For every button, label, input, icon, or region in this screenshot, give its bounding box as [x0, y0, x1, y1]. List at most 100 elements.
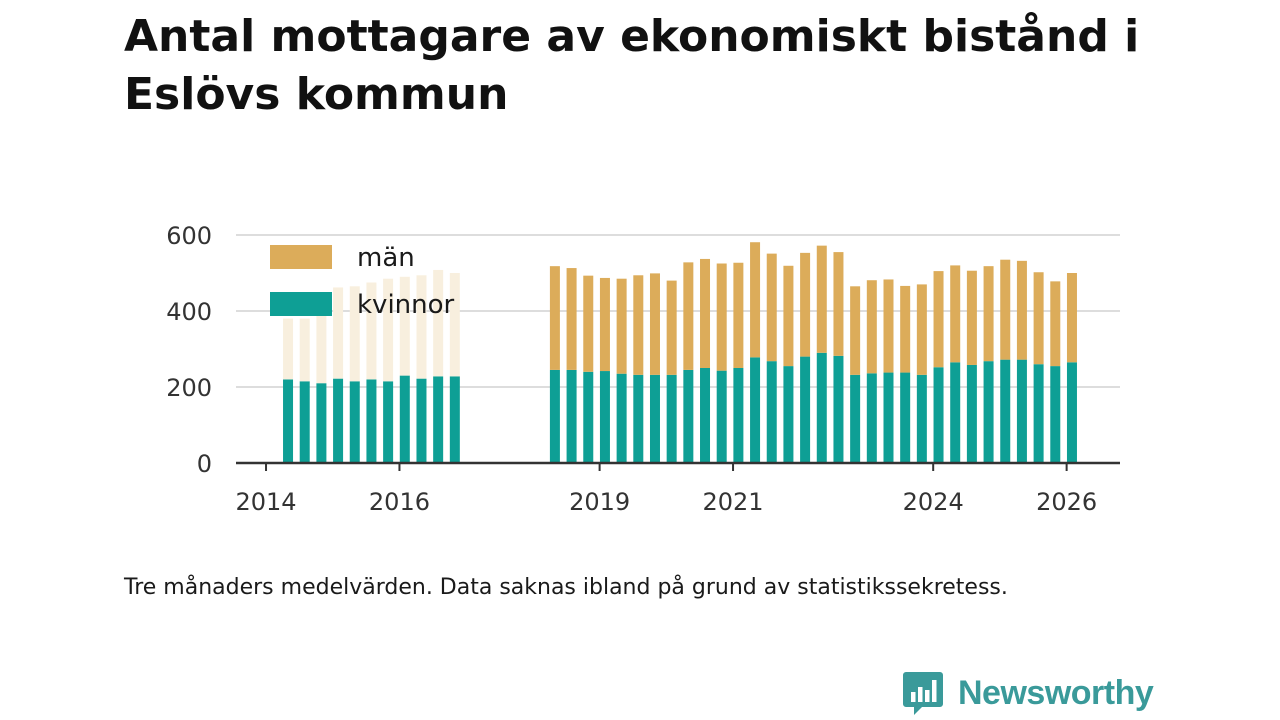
bar-kvinnor [316, 383, 327, 463]
bar-man [1016, 260, 1027, 360]
bar-man [1000, 259, 1011, 360]
bar-man [599, 277, 610, 372]
bar-man [349, 286, 360, 382]
x-tick-label: 2021 [703, 488, 764, 516]
bar-man [666, 280, 677, 375]
bar-kvinnor [649, 374, 660, 463]
y-tick-label: 0 [197, 450, 212, 478]
bar-man [583, 275, 594, 372]
bar-kvinnor [683, 369, 694, 463]
bar-kvinnor [349, 381, 360, 463]
bar-kvinnor [866, 373, 877, 463]
bar-man [950, 265, 961, 363]
bar-chart: 0 200 400 600 2014 2016 2019 2021 2024 2026 män kv… [166, 222, 1120, 516]
bar-kvinnor [599, 371, 610, 463]
bar-kvinnor [916, 374, 927, 463]
bar-man [633, 275, 644, 375]
bar-man [433, 269, 444, 377]
x-tick-label: 2016 [369, 488, 430, 516]
bar-kvinnor [1066, 362, 1077, 463]
bar-kvinnor [1033, 364, 1044, 463]
brand-name: Newsworthy [958, 673, 1154, 712]
bar-kvinnor [966, 364, 977, 463]
bar-man [316, 297, 327, 384]
bar-man [383, 278, 394, 382]
bar-kvinnor [416, 378, 427, 463]
legend: män kvinnor [270, 243, 455, 320]
bar-kvinnor [583, 371, 594, 463]
bar-kvinnor [333, 378, 344, 463]
y-tick-label: 600 [166, 222, 212, 250]
bar-kvinnor [766, 361, 777, 463]
bar-kvinnor [449, 376, 460, 463]
chart-caption: Tre månaders medelvärden. Data saknas ib… [124, 575, 1008, 600]
bar-kvinnor [750, 357, 761, 463]
bar-kvinnor [800, 356, 811, 463]
bar-kvinnor [549, 369, 560, 463]
bar-kvinnor [399, 375, 410, 463]
bar-kvinnor [1050, 366, 1061, 463]
bar-kvinnor [1000, 359, 1011, 463]
bar-man [399, 276, 410, 376]
bar-kvinnor [716, 370, 727, 463]
bar-man [883, 279, 894, 373]
y-tick-label: 400 [166, 298, 212, 326]
legend-man-label: män [357, 243, 415, 273]
bar-kvinnor [666, 374, 677, 463]
x-tick-label: 2014 [235, 488, 296, 516]
bar-man [299, 318, 310, 382]
legend-man-swatch [270, 245, 332, 269]
bar-man [966, 270, 977, 365]
bar-kvinnor [1016, 359, 1027, 463]
bar-man [750, 242, 761, 358]
bar-kvinnor [950, 362, 961, 463]
bar-man [800, 252, 811, 357]
bar-man [649, 273, 660, 375]
bar-kvinnor [983, 361, 994, 463]
bar-man [783, 265, 794, 367]
x-tick-label: 2026 [1036, 488, 1097, 516]
bar-man [916, 284, 927, 375]
bar-kvinnor [733, 368, 744, 463]
bar-man [983, 266, 994, 362]
bar-kvinnor [850, 374, 861, 463]
newsworthy-logo-icon [903, 672, 943, 715]
bar-man [683, 262, 694, 370]
bar-man [283, 318, 294, 380]
x-tick-label: 2024 [903, 488, 964, 516]
bar-kvinnor [299, 381, 310, 463]
bar-man [1050, 281, 1061, 367]
bar-kvinnor [833, 355, 844, 463]
bar-man [933, 271, 944, 368]
bar-kvinnor [633, 374, 644, 463]
bar-kvinnor [883, 372, 894, 463]
bar-man [416, 275, 427, 379]
y-tick-label: 200 [166, 374, 212, 402]
bar-kvinnor [283, 379, 294, 463]
bar-man [1066, 273, 1077, 363]
bar-man [1033, 272, 1044, 365]
bar-kvinnor [366, 379, 377, 463]
bar-man [733, 262, 744, 368]
bar-kvinnor [900, 372, 911, 463]
bar-man [700, 258, 711, 368]
bar-man [566, 268, 577, 370]
bar-kvinnor [783, 366, 794, 463]
bar-kvinnor [433, 376, 444, 463]
bar-man [766, 253, 777, 362]
bar-man [716, 263, 727, 371]
bar-kvinnor [566, 369, 577, 463]
bar-man [833, 252, 844, 356]
page-title: Antal mottagare av ekonomiskt bistånd i … [124, 11, 1140, 120]
bar-man [816, 245, 827, 353]
bar-kvinnor [700, 368, 711, 463]
bars [283, 242, 1077, 463]
axes: 0 200 400 600 2014 2016 2019 2021 2024 2026 [166, 222, 1120, 516]
bar-man [850, 286, 861, 375]
bar-man [900, 285, 911, 373]
bar-man [549, 266, 560, 370]
bar-kvinnor [383, 381, 394, 463]
bar-man [366, 282, 377, 380]
bar-kvinnor [816, 352, 827, 463]
bar-kvinnor [933, 367, 944, 463]
